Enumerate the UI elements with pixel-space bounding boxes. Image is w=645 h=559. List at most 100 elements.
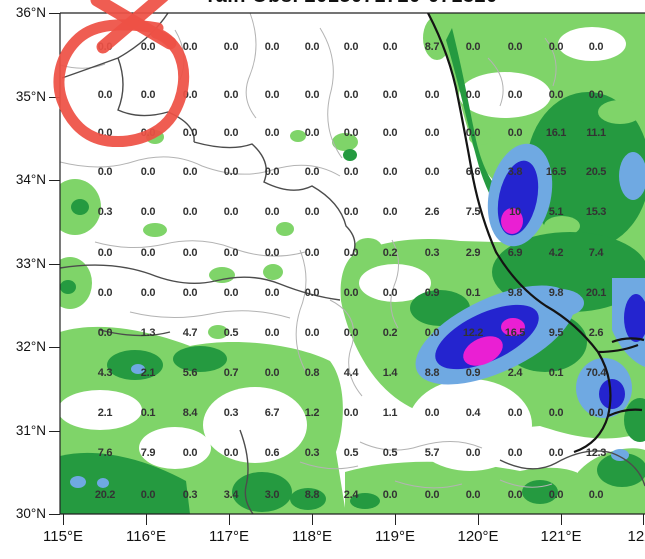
rain-value: 4.3 [97, 367, 113, 379]
rain-value: 0.0 [507, 127, 523, 139]
lat-tick-label: 30°N [15, 506, 46, 521]
rain-value: 0.0 [97, 247, 113, 259]
lat-tick-mark [49, 346, 60, 348]
rain-value: 0.0 [140, 247, 156, 259]
rain-value: 2.1 [97, 407, 113, 419]
rain-value: 0.0 [223, 41, 239, 53]
rain-value: 0.0 [182, 166, 198, 178]
rain-value: 16.1 [545, 127, 567, 139]
lat-tick-label: 35°N [15, 89, 46, 104]
rain-value: 9.8 [548, 287, 564, 299]
rain-value: 0.0 [223, 89, 239, 101]
rain-value: 0.2 [382, 327, 398, 339]
rain-value: 2.6 [588, 327, 604, 339]
rain-value: 0.3 [304, 447, 320, 459]
rain-value: 0.0 [304, 206, 320, 218]
lon-tick-mark [145, 514, 147, 525]
rain-value: 16.5 [504, 327, 526, 339]
rain-value: 0.0 [97, 127, 113, 139]
rain-value: 0.0 [343, 206, 359, 218]
lon-tick-mark [62, 514, 64, 525]
rain-value: 0.0 [382, 89, 398, 101]
rain-value: 2.4 [343, 489, 359, 501]
rain-value: 0.0 [382, 166, 398, 178]
rain-value: 0.0 [264, 89, 280, 101]
lon-tick-label: 118°E [292, 528, 332, 545]
rain-value: 0.0 [382, 287, 398, 299]
rain-value: 0.0 [588, 407, 604, 419]
rain-value: 0.0 [304, 247, 320, 259]
rain-value: 0.0 [507, 407, 523, 419]
rain-value: 7.6 [97, 447, 113, 459]
rain-value: 0.0 [343, 127, 359, 139]
rain-value: 0.0 [182, 447, 198, 459]
lat-tick-label: 31°N [15, 423, 46, 438]
rain-value: 0.0 [223, 127, 239, 139]
rain-value: 0.4 [465, 407, 481, 419]
coastline [427, 13, 645, 454]
rain-value: 0.0 [588, 41, 604, 53]
rain-value: 1.1 [382, 407, 398, 419]
rain-value: 0.0 [465, 41, 481, 53]
lon-tick-mark [477, 514, 479, 525]
rain-value: 1.4 [382, 367, 398, 379]
rain-value: 4.2 [548, 247, 564, 259]
rain-value: 0.0 [140, 127, 156, 139]
rain-value: 9.8 [507, 287, 523, 299]
rain-value: 12.2 [462, 327, 484, 339]
rain-value: 0.0 [548, 447, 564, 459]
rain-value: 0.0 [343, 327, 359, 339]
rain-value: 0.0 [548, 89, 564, 101]
rain-value: 0.0 [97, 327, 113, 339]
rain-value: 0.0 [343, 41, 359, 53]
lon-tick-label: 119°E [375, 528, 415, 545]
rain-value: 7.5 [465, 206, 481, 218]
rain-value: 0.5 [382, 447, 398, 459]
rain-value: 0.0 [424, 407, 440, 419]
rain-value: 0.0 [182, 41, 198, 53]
county-boundaries [60, 13, 557, 489]
rain-value: 0.0 [182, 89, 198, 101]
rain-value: 0.0 [382, 206, 398, 218]
rain-value: 6.9 [507, 247, 523, 259]
rain-value: 3.4 [223, 489, 239, 501]
rain-value: 2.9 [465, 247, 481, 259]
rain-value: 1.3 [140, 327, 156, 339]
rain-value: 0.0 [264, 247, 280, 259]
rain-value: 0.0 [304, 127, 320, 139]
rain-value: 0.9 [424, 287, 440, 299]
rain-value: 8.7 [424, 41, 440, 53]
rain-value: 0.0 [264, 327, 280, 339]
rain-value: 7.9 [140, 447, 156, 459]
rain-value: 0.0 [382, 127, 398, 139]
rain-value: 0.0 [264, 367, 280, 379]
rain-value: 0.0 [382, 41, 398, 53]
rain-value: 0.0 [97, 166, 113, 178]
lon-tick-mark [560, 514, 562, 525]
rain-value: 0.0 [140, 89, 156, 101]
rain-value: 0.0 [223, 447, 239, 459]
rain-value: 0.1 [548, 367, 564, 379]
lon-tick-label: 120°E [457, 528, 499, 545]
rain-value: 0.8 [304, 367, 320, 379]
rain-value: 0.0 [424, 489, 440, 501]
lat-tick-mark [49, 12, 60, 14]
rain-value: 5.1 [548, 206, 564, 218]
rain-value: 0.0 [97, 287, 113, 299]
rain-value: 8.8 [304, 489, 320, 501]
rain-value: 0.0 [465, 489, 481, 501]
lon-tick-label: 117°E [209, 528, 249, 545]
lon-tick-label: 116°E [126, 528, 166, 545]
rain-value: 0.0 [465, 127, 481, 139]
rain-value: 4.7 [182, 327, 198, 339]
rain-value: 0.0 [140, 489, 156, 501]
rain-value: 0.0 [424, 89, 440, 101]
rain-value: 0.0 [304, 166, 320, 178]
lon-tick-label: 115°E [43, 528, 83, 545]
rain-value: 0.0 [264, 206, 280, 218]
rain-value: 0.0 [182, 287, 198, 299]
rain-value: 0.3 [182, 489, 198, 501]
rain-value: 9.5 [548, 327, 564, 339]
